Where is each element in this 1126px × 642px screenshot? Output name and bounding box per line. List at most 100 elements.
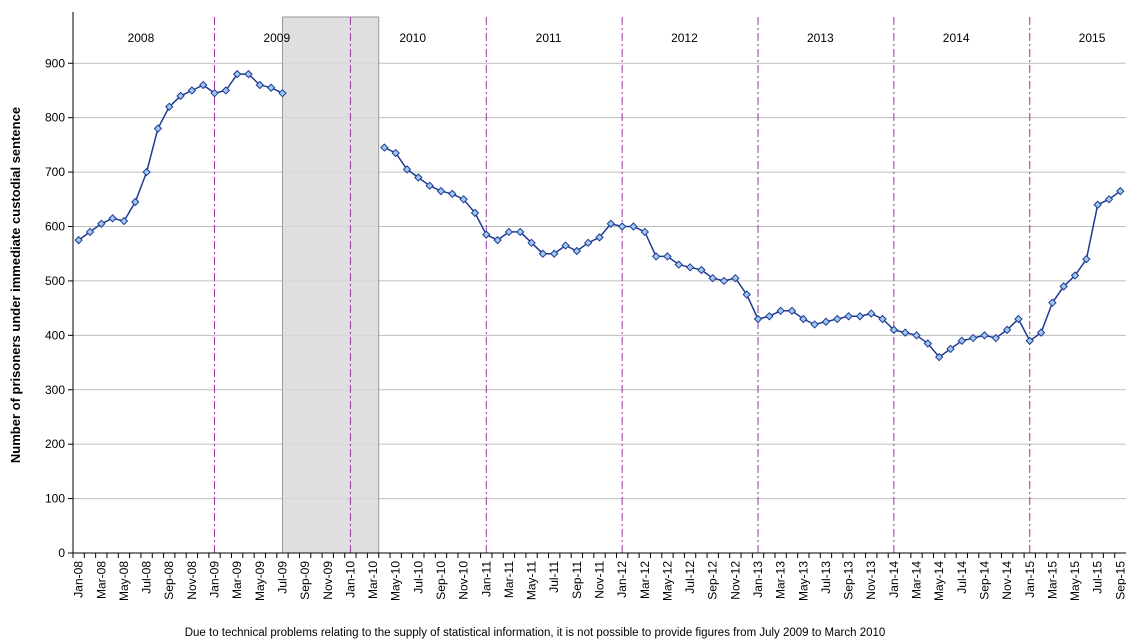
data-point <box>380 143 389 152</box>
x-tick-label: Jul-13 <box>819 561 833 594</box>
x-tick-label: Sep-14 <box>977 561 991 600</box>
year-label: 2014 <box>943 31 970 45</box>
data-point <box>753 314 763 324</box>
data-point <box>685 263 695 272</box>
x-tick-label: Mar-11 <box>502 561 516 598</box>
data-point <box>606 219 616 228</box>
data-point <box>482 230 491 239</box>
year-label: 2012 <box>671 31 698 45</box>
data-point <box>595 233 604 242</box>
data-point <box>640 227 649 237</box>
data-point <box>810 320 819 329</box>
series-line <box>78 73 1121 359</box>
data-point <box>221 86 231 95</box>
x-tick-label: Mar-10 <box>366 561 380 599</box>
x-tick-label: May-15 <box>1068 561 1082 601</box>
data-point <box>165 102 174 111</box>
x-tick-label: May-13 <box>796 561 810 601</box>
data-point <box>391 148 400 158</box>
year-label: 2010 <box>399 31 426 45</box>
data-point <box>108 214 117 223</box>
x-tick-label: Sep-12 <box>706 561 720 600</box>
x-tick-label: May-12 <box>660 561 674 601</box>
data-point <box>436 186 446 196</box>
x-tick-label: Nov-11 <box>593 561 607 599</box>
x-tick-label: Nov-13 <box>864 561 878 600</box>
x-tick-label: May-08 <box>117 561 131 601</box>
data-point <box>776 306 785 316</box>
data-point <box>1059 282 1068 291</box>
data-point <box>799 314 808 324</box>
y-tick-label: 200 <box>45 437 65 451</box>
x-tick-label: Nov-12 <box>728 561 742 600</box>
data-point <box>855 312 865 321</box>
data-point <box>538 249 548 258</box>
x-tick-label: Sep-08 <box>162 561 176 600</box>
data-point <box>946 344 955 354</box>
x-tick-label: Sep-13 <box>842 561 856 600</box>
y-tick-label: 400 <box>45 328 65 342</box>
x-tick-label: Jul-09 <box>275 561 289 594</box>
data-point <box>878 314 887 324</box>
x-tick-label: Nov-10 <box>457 561 471 600</box>
data-point <box>504 227 514 237</box>
x-tick-label: Jan-11 <box>479 561 493 597</box>
x-tick-label: Jan-14 <box>887 561 901 598</box>
data-point <box>414 173 423 182</box>
x-tick-label: Jan-08 <box>72 561 86 598</box>
x-tick-label: Jul-08 <box>140 561 154 594</box>
data-point <box>1025 336 1034 345</box>
data-point <box>1104 195 1114 204</box>
x-tick-label: Jul-11 <box>547 561 561 593</box>
data-point <box>244 69 253 79</box>
data-point <box>844 312 853 321</box>
data-point <box>867 309 876 318</box>
data-point <box>550 249 559 258</box>
data-point <box>912 331 921 340</box>
data-point <box>968 333 978 343</box>
data-point <box>742 290 751 299</box>
data-point <box>210 88 219 98</box>
data-point <box>833 314 842 324</box>
data-point <box>651 252 661 261</box>
data-point <box>232 69 242 79</box>
y-tick-label: 600 <box>45 220 65 234</box>
data-point <box>74 235 83 245</box>
x-tick-label: Mar-14 <box>910 561 924 599</box>
x-tick-label: Mar-08 <box>94 561 108 599</box>
y-tick-label: 100 <box>45 492 65 506</box>
data-point <box>765 312 774 321</box>
data-point <box>1093 200 1102 209</box>
data-point <box>187 86 197 95</box>
x-tick-label: May-09 <box>253 561 267 601</box>
data-point <box>1070 271 1080 280</box>
data-point <box>255 80 265 90</box>
x-tick-label: Jan-15 <box>1023 561 1037 598</box>
data-point <box>131 197 140 207</box>
data-point <box>889 325 899 335</box>
data-point <box>493 235 502 245</box>
x-tick-label: Jan-13 <box>751 561 765 598</box>
data-point <box>1048 298 1057 307</box>
y-tick-label: 500 <box>45 274 65 288</box>
data-point <box>934 352 944 362</box>
y-tick-label: 0 <box>58 546 65 560</box>
data-point <box>901 328 910 337</box>
data-point <box>1082 254 1091 264</box>
y-tick-label: 800 <box>45 111 65 125</box>
data-point <box>459 195 468 204</box>
data-point <box>448 189 457 199</box>
x-tick-label: Nov-09 <box>321 561 335 600</box>
footnote: Due to technical problems relating to th… <box>185 627 886 639</box>
data-point <box>708 273 717 283</box>
data-point <box>629 222 638 231</box>
data-point <box>719 276 729 286</box>
data-point <box>278 88 287 98</box>
data-point <box>425 181 434 190</box>
data-point <box>674 260 683 269</box>
data-point <box>617 222 627 231</box>
x-tick-label: Nov-14 <box>1000 561 1014 600</box>
year-label: 2011 <box>536 31 562 45</box>
data-point <box>85 227 95 237</box>
